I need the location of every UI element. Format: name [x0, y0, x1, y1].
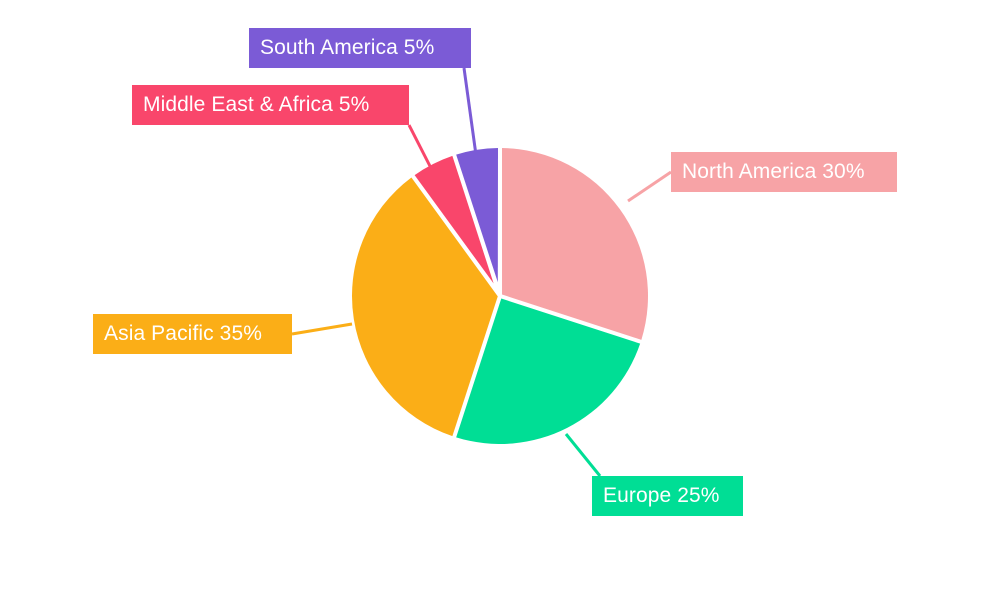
leader-line-south-america: [462, 67, 478, 156]
pie-label-middle-east-africa[interactable]: Middle East & Africa 5%: [132, 85, 409, 125]
pie-label-text-north-america: North America 30%: [682, 160, 865, 183]
pie-label-text-asia-pacific: Asia Pacific 35%: [104, 322, 263, 345]
pie-label-europe[interactable]: Europe 25%: [592, 476, 743, 516]
pie-label-south-america[interactable]: South America 5%: [249, 28, 471, 68]
pie-wedge-middle-east-africa[interactable]: [414, 155, 494, 284]
pie-label-asia-pacific[interactable]: Asia Pacific 35%: [93, 314, 292, 354]
leader-line-north-america: [627, 170, 672, 203]
pie-label-text-europe: Europe 25%: [603, 484, 720, 507]
pie-wedges: [351, 148, 649, 445]
pie-wedge-south-america[interactable]: [456, 148, 498, 283]
pie-label-text-middle-east-africa: Middle East & Africa 5%: [143, 93, 370, 116]
pie-label-north-america[interactable]: North America 30%: [671, 152, 897, 192]
leader-line-asia-pacific: [291, 322, 353, 336]
pie-wedge-europe[interactable]: [456, 298, 641, 445]
pie-label-text-south-america: South America 5%: [260, 36, 435, 59]
pie-wedge-north-america[interactable]: [502, 148, 649, 340]
leader-line-europe: [564, 433, 602, 477]
pie-wedge-asia-pacific[interactable]: [351, 177, 498, 437]
